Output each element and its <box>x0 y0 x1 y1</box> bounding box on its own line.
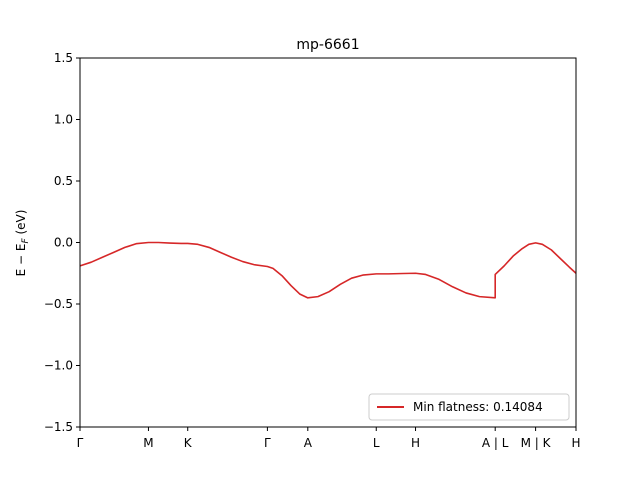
y-tick-label: 0.0 <box>54 236 73 250</box>
legend-box <box>368 393 570 421</box>
y-tick-label: −1.0 <box>44 359 73 373</box>
legend: Min flatness: 0.14084 <box>368 393 570 421</box>
x-tick-label: M | K <box>521 436 552 450</box>
chart-title: mp-6661 <box>296 37 359 53</box>
y-tick-label: −1.5 <box>44 420 73 434</box>
y-tick-label: 1.0 <box>54 113 73 127</box>
x-axis-ticks: Γ M K Γ A L H A | L M | K H <box>77 427 581 450</box>
plot-frame <box>79 57 577 428</box>
plot-lines <box>79 241 577 299</box>
x-tick-label: A <box>304 436 313 450</box>
legend-label: Min flatness: 0.14084 <box>413 400 543 414</box>
band-line <box>79 241 577 299</box>
y-tick-label: 1.5 <box>54 51 73 65</box>
y-axis-label: E − EF (eV) <box>14 210 31 277</box>
x-tick-label: A | L <box>482 436 509 450</box>
x-tick-label: H <box>411 436 420 450</box>
x-tick-label: Γ <box>77 436 84 450</box>
y-tick-label: 0.5 <box>54 174 73 188</box>
x-tick-label: K <box>184 436 193 450</box>
x-tick-label: L <box>373 436 380 450</box>
x-tick-label: M <box>143 436 153 450</box>
y-tick-label: −0.5 <box>44 297 73 311</box>
y-axis-ticks: 1.5 1.0 0.5 0.0 −0.5 −1.0 −1.5 <box>44 51 80 434</box>
x-tick-label: H <box>571 436 580 450</box>
x-tick-label: Γ <box>264 436 271 450</box>
